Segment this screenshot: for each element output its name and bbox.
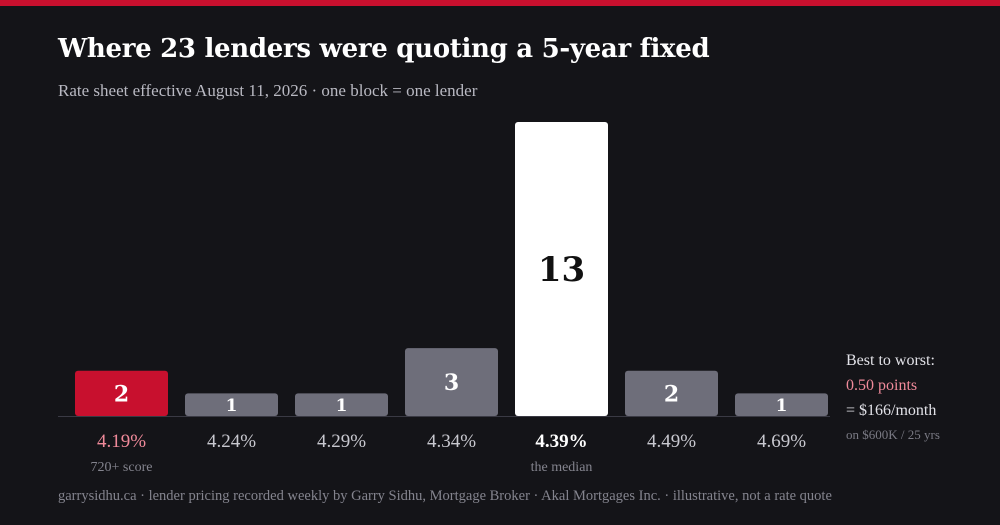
bar [515,122,608,416]
spread-points: 0.50 points [846,377,918,394]
top-accent-bar [0,0,1000,6]
bar-value-label: 1 [776,396,788,416]
bar [735,393,828,416]
x-tick-label: 4.34% [427,431,476,452]
bar [295,393,388,416]
bar-value-label: 2 [664,381,679,407]
x-tick-note: 720+ score [91,460,153,475]
bar [185,393,278,416]
spread-monthly-cost: = $166/month [846,402,937,419]
x-tick-label: 4.69% [757,431,806,452]
bars-group: 2 4.19% 720+ score 1 4.24% 1 4.29% 3 4.34% 13 4.39… [75,122,828,475]
x-tick-note: the median [531,460,593,475]
x-tick-label: 4.49% [647,431,696,452]
spread-loan-note: on $600K / 25 yrs [846,427,940,442]
x-tick-label: 4.19% [97,431,146,452]
x-tick-label: 4.29% [317,431,366,452]
bar-value-label: 1 [226,396,238,416]
bar-value-label: 3 [444,370,459,396]
source-footer: garrysidhu.ca · lender pricing recorded … [58,488,832,504]
x-tick-label: 4.39% [535,431,587,452]
chart-title: Where 23 lenders were quoting a 5-year f… [58,34,710,64]
spread-heading: Best to worst: [846,352,935,369]
x-tick-label: 4.24% [207,431,256,452]
bar [405,348,498,416]
bar [625,370,718,416]
bar-value-label: 13 [538,250,585,290]
chart-subtitle: Rate sheet effective August 11, 2026 · o… [58,81,478,100]
bar-value-label: 2 [114,381,129,407]
bar [75,370,168,416]
bar-value-label: 1 [336,396,348,416]
